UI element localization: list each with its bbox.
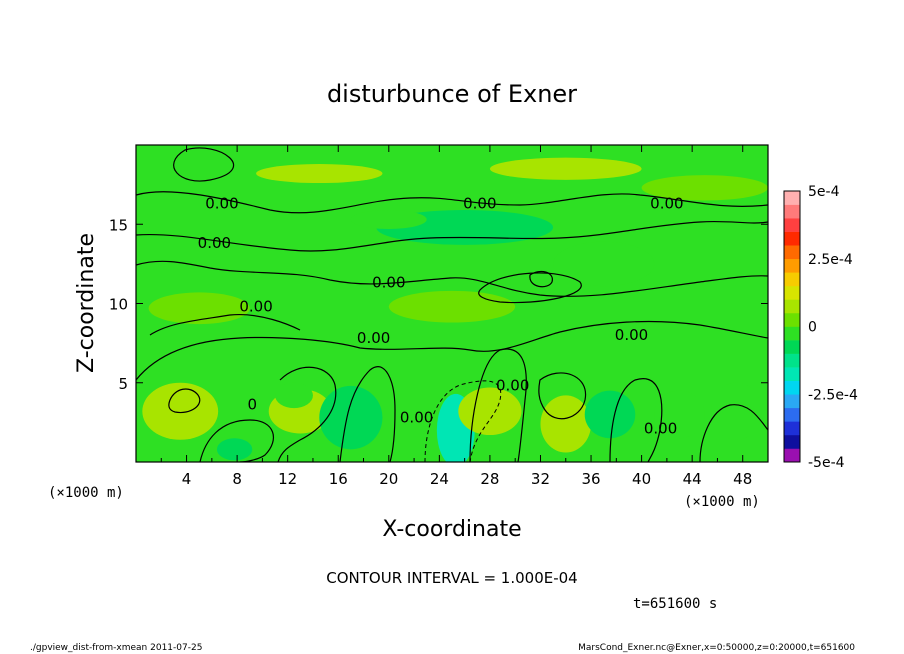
x-axis-label: X-coordinate <box>382 517 521 542</box>
x-tick-label-11: 48 <box>733 470 752 488</box>
negative-contours <box>424 380 502 462</box>
contour-label-3: 0.00 <box>198 234 231 252</box>
colorbar-swatch-7 <box>784 353 800 368</box>
x-unit-left: (×1000 m) <box>48 485 124 501</box>
field-region-15 <box>654 390 705 439</box>
field-region-12 <box>458 387 522 436</box>
colorbar-swatch-2 <box>784 421 800 436</box>
field-region-17 <box>216 438 253 461</box>
field-region-6 <box>388 290 516 323</box>
contour-label-4: 0.00 <box>372 274 405 292</box>
x-tick-label-0: 4 <box>182 470 192 488</box>
field-region-10 <box>319 385 383 450</box>
x-tick-label-6: 28 <box>480 470 499 488</box>
colorbar-swatch-10 <box>784 312 800 327</box>
y-axis: 5 10 15 <box>109 216 768 393</box>
colorbar-label-4: -5e-4 <box>808 455 845 471</box>
field-region-18 <box>275 382 313 409</box>
colorbar-swatch-5 <box>784 380 800 395</box>
colorbar-swatch-16 <box>784 231 800 246</box>
colorbar-swatch-18 <box>784 204 800 219</box>
contour-label-1: 0.00 <box>463 194 496 212</box>
colorbar-swatch-9 <box>784 326 800 341</box>
y-tick-label-1: 10 <box>109 296 128 314</box>
y-tick-label-0: 5 <box>118 375 128 393</box>
colorbar-swatch-19 <box>784 191 800 205</box>
contour-labels: 0.00 0.00 0.00 0.00 0.00 0.00 0.00 0.00 0.00 0.00… <box>198 194 684 437</box>
footer-left: ./gpview_dist-from-xmean 2011-07-25 <box>30 643 202 653</box>
field-region-14 <box>584 390 636 439</box>
colorbar-label-2: 0 <box>808 320 817 336</box>
colorbar-frame <box>783 190 801 463</box>
time-label: t=651600 s <box>633 596 717 612</box>
colorbar-swatch-12 <box>784 285 800 300</box>
field-region-5 <box>553 241 655 287</box>
contour-lines <box>136 147 768 462</box>
colorbar-swatch-8 <box>784 340 800 354</box>
colorbar-swatch-11 <box>784 299 800 314</box>
field-region-4 <box>350 209 427 230</box>
y-axis-label: Z-coordinate <box>74 233 99 373</box>
colorbar-swatch-17 <box>784 218 800 232</box>
x-tick-label-9: 40 <box>632 470 651 488</box>
colorbar-label-3: -2.5e-4 <box>808 387 858 403</box>
colorbar: 5e-4 2.5e-4 0 -2.5e-4 -5e-4 <box>783 184 858 471</box>
colorbar-label-1: 2.5e-4 <box>808 252 853 268</box>
field-region-8 <box>142 382 219 440</box>
contour-label-10: 0.00 <box>644 419 677 437</box>
footer-right: MarsCond_Exner.nc@Exner,x=0:50000,z=0:20… <box>578 643 855 653</box>
field-region-2 <box>641 175 768 201</box>
x-unit-right: (×1000 m) <box>684 494 760 510</box>
y-tick-label-2: 15 <box>109 216 128 234</box>
x-tick-label-7: 32 <box>531 470 550 488</box>
colorbar-swatch-4 <box>784 394 800 409</box>
contour-label-9: 0.00 <box>400 408 433 426</box>
x-tick-label-4: 20 <box>379 470 398 488</box>
chart-title: disturbunce of Exner <box>327 80 577 108</box>
x-tick-label-8: 36 <box>581 470 600 488</box>
colorbar-swatch-15 <box>784 245 800 260</box>
colorbar-swatch-3 <box>784 407 800 422</box>
x-axis: 4 8 12 16 20 24 28 32 36 40 44 48 <box>160 145 752 488</box>
x-tick-label-5: 24 <box>430 470 449 488</box>
colorbar-label-0: 5e-4 <box>808 184 840 200</box>
contour-label-7: 0.00 <box>615 326 648 344</box>
x-tick-label-1: 8 <box>232 470 242 488</box>
colorbar-swatch-14 <box>784 258 800 273</box>
colorbar-swatch-1 <box>784 434 800 449</box>
field-region-1 <box>489 157 642 180</box>
field-region-16 <box>711 382 762 440</box>
colorbar-swatch-0 <box>784 448 800 463</box>
x-tick-label-2: 12 <box>278 470 297 488</box>
field-region-13 <box>540 395 592 453</box>
field-regions <box>142 157 768 462</box>
contour-label-11: 0 <box>248 396 258 414</box>
contour-label-2: 0.00 <box>650 194 683 212</box>
contour-label-8: 0.00 <box>496 377 529 395</box>
x-tick-label-10: 44 <box>683 470 702 488</box>
contour-label-6: 0.00 <box>357 329 390 347</box>
colorbar-swatch-13 <box>784 272 800 287</box>
contour-interval: CONTOUR INTERVAL = 1.000E-04 <box>326 569 577 587</box>
x-tick-label-3: 16 <box>329 470 348 488</box>
contour-label-0: 0.00 <box>205 194 238 212</box>
field-region-0 <box>256 164 383 184</box>
colorbar-swatch-6 <box>784 367 800 381</box>
contour-label-5: 0.00 <box>239 297 272 315</box>
